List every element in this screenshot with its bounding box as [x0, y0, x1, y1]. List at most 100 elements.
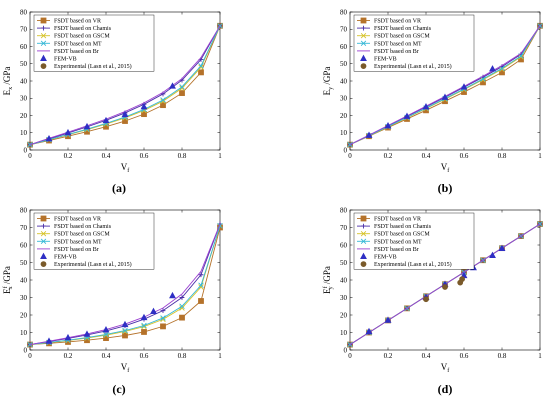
scatter-1-point — [45, 337, 53, 344]
legend-marker — [360, 63, 367, 69]
legend-entry: FSDT based on Br — [374, 247, 419, 253]
legend-box — [33, 14, 155, 72]
legend-entry: FSDT based on Chamis — [54, 26, 112, 32]
y-tick-label: 20 — [340, 112, 348, 120]
legend-marker — [360, 238, 367, 245]
scatter-1-point — [102, 326, 110, 333]
scatter-1-point — [365, 327, 373, 335]
series-4-point — [27, 141, 33, 148]
scatter-1-point — [140, 103, 148, 110]
legend-entry: Experimental (Lasn et al., 2015) — [374, 63, 452, 70]
series-2-point — [198, 272, 204, 278]
legend-entry: FSDT based on Chamis — [374, 26, 432, 32]
legend-entry: FSDT based on VR — [374, 217, 421, 223]
y-axis-label: Efx /GPa — [2, 266, 14, 294]
series-4-point — [160, 97, 166, 103]
y-tick-label: 70 — [340, 224, 348, 232]
panel-label: (b) — [438, 181, 453, 195]
scatter-1-point — [403, 112, 411, 119]
x-tick-label: 0.2 — [64, 152, 73, 160]
y-tick-label: 50 — [340, 60, 348, 68]
scatter-1-point — [489, 65, 496, 72]
y-tick-label: 20 — [340, 311, 348, 319]
scatter-1-point — [365, 131, 373, 138]
x-tick-label: 0.4 — [422, 152, 431, 160]
legend-entry: FSDT based on MT — [374, 41, 422, 47]
legend-marker — [41, 223, 46, 229]
x-tick-label: 0 — [348, 352, 352, 360]
x-tick-label: 0.4 — [102, 152, 111, 160]
series-1-point — [198, 298, 204, 304]
legend-entry: Experimental (Lasn et al., 2015) — [54, 63, 132, 70]
x-tick-label: 1 — [538, 352, 542, 360]
series-4-point — [347, 341, 353, 348]
scatter-1-point — [64, 128, 72, 136]
legend-entry: FSDT based on Chamis — [54, 224, 112, 230]
legend-marker — [40, 238, 47, 245]
x-axis-label: Vf — [121, 162, 130, 174]
x-tick-label: 0.2 — [64, 352, 73, 360]
y-axis-label: Efy /GPa — [322, 266, 334, 294]
series-1-point — [179, 90, 185, 96]
y-tick-label: 80 — [20, 8, 28, 16]
y-tick-label: 60 — [20, 43, 28, 51]
legend-entry: FSDT based on GSCM — [374, 34, 430, 40]
panel-label: (d) — [438, 382, 453, 396]
legend-marker — [40, 215, 47, 222]
y-tick-label: 80 — [20, 206, 28, 214]
x-tick-label: 0.4 — [102, 352, 111, 360]
legend-entry: FSDT based on VR — [54, 19, 101, 25]
y-tick-label: 80 — [340, 206, 348, 214]
legend-entry: FSDT based on Br — [374, 49, 419, 55]
scatter-1-point — [83, 330, 91, 337]
scatter-1-point — [441, 93, 449, 100]
series-3-point — [198, 284, 204, 290]
y-tick-label: 70 — [340, 26, 348, 34]
legend-marker — [40, 54, 47, 61]
y-tick-label: 0 — [344, 346, 348, 354]
y-axis-label: Ey /GPa — [322, 67, 334, 96]
legend-entry: FSDT based on Br — [54, 49, 99, 55]
scatter-1-point — [64, 333, 72, 341]
legend-marker — [361, 223, 366, 229]
series-3-point — [160, 98, 166, 104]
x-tick-label: 1 — [218, 152, 222, 160]
series-3-point — [179, 85, 185, 91]
x-tick-label: 0.2 — [384, 352, 393, 360]
legend-entry: FSDT based on MT — [54, 239, 102, 245]
y-axis-label: Ex /GPa — [2, 67, 14, 96]
legend-entry: Experimental (Lasn et al., 2015) — [54, 261, 132, 268]
x-axis-label: Vf — [441, 362, 450, 374]
series-3-point — [103, 332, 109, 338]
scatter-1-point — [384, 316, 392, 323]
series-4-point — [179, 303, 185, 309]
legend-entry: FEM-VB — [54, 255, 77, 261]
x-axis-label: Vf — [121, 362, 130, 374]
legend-marker — [40, 17, 47, 24]
scatter-1-point — [384, 122, 392, 129]
x-tick-label: 0 — [28, 352, 32, 360]
x-tick-label: 0.6 — [460, 152, 469, 160]
x-tick-label: 0.8 — [178, 152, 187, 160]
x-tick-label: 0.8 — [498, 352, 507, 360]
scatter-1-point — [460, 83, 468, 90]
panel-label: (c) — [112, 382, 125, 396]
series-3-point — [198, 64, 204, 70]
y-tick-label: 50 — [20, 259, 28, 267]
series-1-point — [160, 102, 166, 109]
scatter-1-point — [489, 251, 496, 258]
x-axis-label: Vf — [441, 162, 450, 174]
legend-entry: FEM-VB — [374, 255, 397, 261]
series-1-point — [499, 69, 505, 76]
panel-label: (a) — [112, 181, 126, 195]
series-4-point — [179, 84, 185, 90]
y-tick-label: 70 — [20, 26, 28, 34]
y-tick-label: 10 — [20, 129, 28, 137]
legend-entry: FSDT based on GSCM — [54, 232, 110, 238]
series-4-point — [27, 341, 33, 348]
x-tick-label: 1 — [538, 152, 542, 160]
series-3-point — [160, 316, 166, 323]
y-tick-label: 0 — [24, 146, 28, 154]
